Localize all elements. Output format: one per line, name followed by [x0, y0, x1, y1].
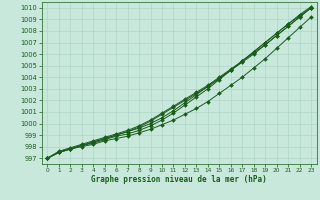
X-axis label: Graphe pression niveau de la mer (hPa): Graphe pression niveau de la mer (hPa) [91, 175, 267, 184]
